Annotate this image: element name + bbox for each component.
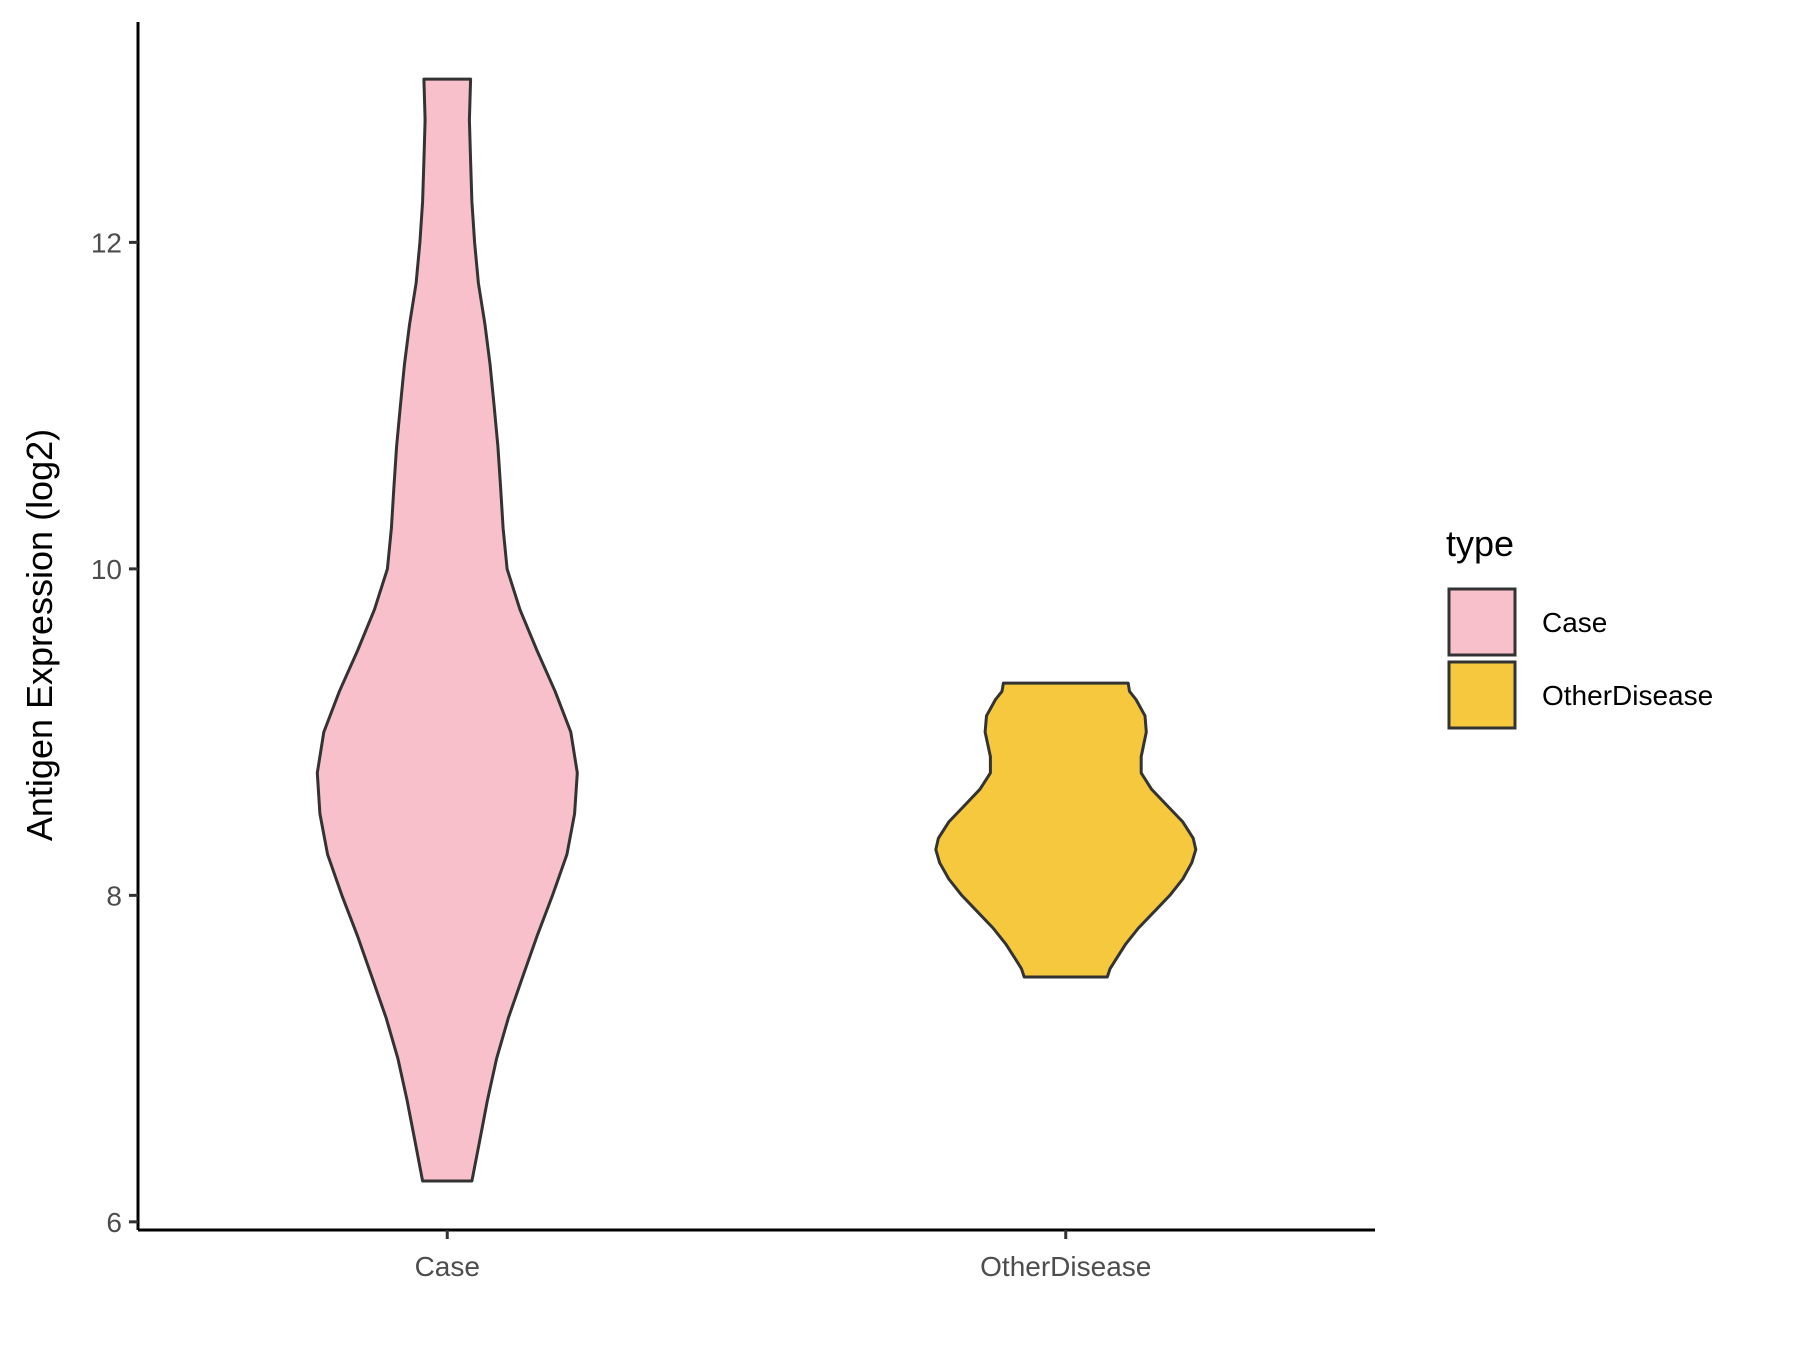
violin-otherdisease [934,681,1198,979]
x-tick-label: OtherDisease [980,1251,1151,1282]
axes-layer: 6 8 10 12 Case OtherDisease [91,22,1375,1282]
x-tick-label: Case [415,1251,480,1282]
y-axis-title: Antigen Expression (log2) [19,429,60,841]
y-tick-label: 8 [106,880,122,911]
violin-case [315,77,579,1183]
legend-key-otherdisease [1447,660,1517,730]
legend-label-case: Case [1542,607,1607,638]
y-tick-label: 12 [91,227,122,258]
violins-layer [315,77,1198,1183]
legend-label-otherdisease: OtherDisease [1542,680,1713,711]
legend-title: type [1446,523,1514,564]
legend: type Case OtherDisease [1446,523,1713,730]
y-tick-label: 10 [91,554,122,585]
legend-key-case [1447,587,1517,657]
y-tick-label: 6 [106,1207,122,1238]
